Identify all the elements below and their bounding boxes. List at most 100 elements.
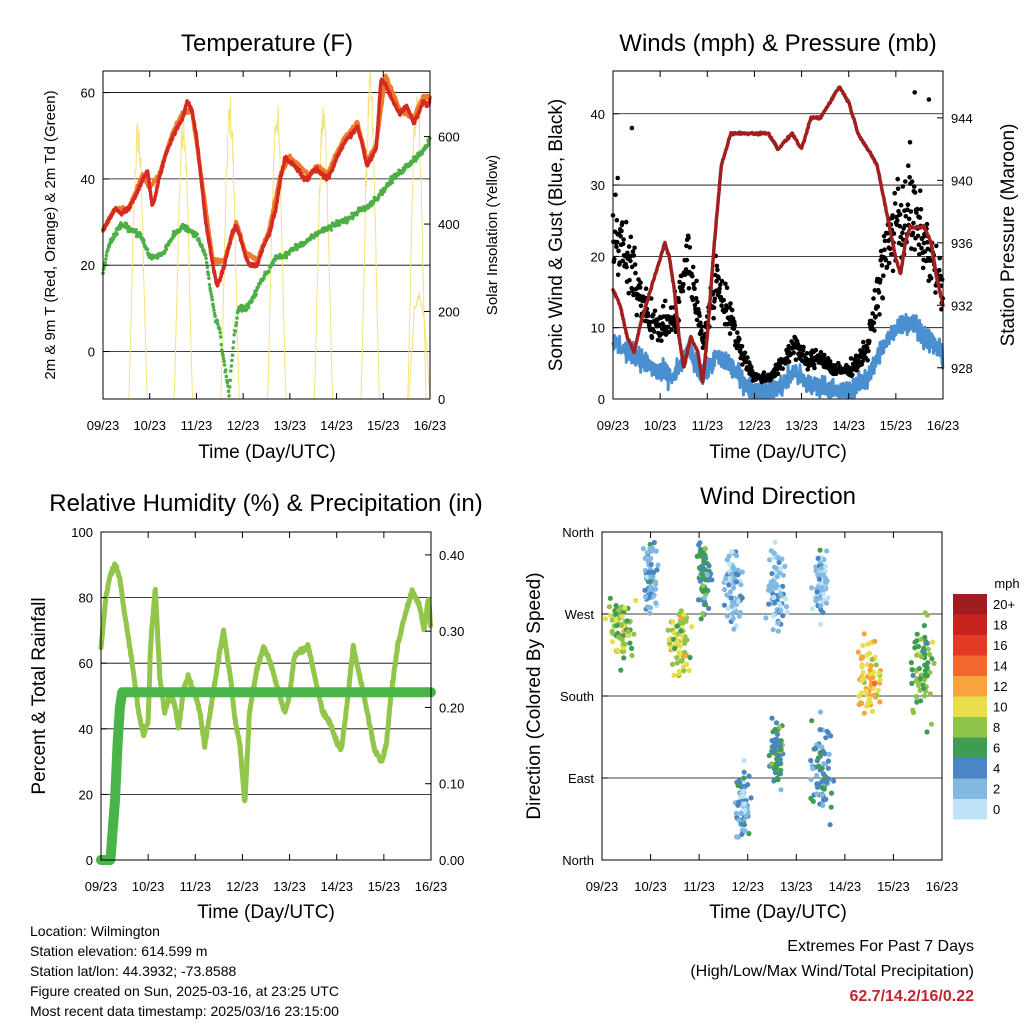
gust-point: [919, 245, 924, 251]
gust-point: [872, 328, 877, 333]
direction-point: [642, 587, 648, 593]
humidity-ytick-label: 40: [79, 722, 93, 737]
direction-point: [631, 631, 637, 637]
gust-point: [887, 246, 893, 252]
direction-point: [621, 655, 627, 661]
temperature-x-ticks: 09/23 10/23 11/23 12/23 13/23 14/23 15/23 16/23: [87, 71, 446, 433]
direction-xtick-label: 16/23: [926, 879, 959, 894]
direction-point: [730, 610, 736, 617]
gust-point: [909, 179, 915, 184]
temperature-xtick-label: 10/23: [133, 418, 166, 433]
dewpoint-point: [208, 286, 212, 291]
gust-point: [897, 223, 903, 229]
direction-point: [774, 756, 780, 762]
direction-point: [870, 685, 876, 692]
direction-point: [778, 566, 784, 572]
gust-point: [900, 184, 906, 189]
direction-point: [645, 558, 652, 564]
wind-ytick-label: 936: [951, 236, 973, 251]
direction-point: [782, 563, 788, 570]
temperature-ylabel-right: Solar Insolation (Yellow): [484, 155, 501, 315]
gust-point: [939, 277, 945, 282]
wind-xtick-label: 15/23: [880, 418, 913, 433]
gust-point: [813, 347, 819, 353]
direction-point: [825, 765, 831, 771]
gust-point: [660, 303, 666, 309]
gust-point: [884, 264, 890, 270]
direction-point: [705, 588, 711, 594]
gust-point: [727, 331, 733, 336]
wind-ytick-label: 30: [591, 178, 605, 193]
direction-point: [921, 623, 928, 629]
gust-point: [694, 317, 700, 323]
direction-point: [740, 788, 746, 794]
gust-point: [918, 207, 924, 212]
wind-ytick-label: 20: [591, 249, 605, 264]
temperature-series: [101, 73, 432, 398]
gust-point: [926, 97, 932, 102]
gust-point: [719, 278, 725, 284]
gust-point: [626, 290, 631, 296]
direction-point: [614, 622, 620, 629]
direction-point: [742, 807, 748, 813]
dewpoint-point: [216, 322, 220, 327]
gust-point: [895, 176, 900, 182]
direction-xtick-label: 11/23: [683, 879, 715, 894]
direction-point: [817, 750, 823, 756]
direction-point: [671, 630, 678, 636]
direction-point: [607, 595, 613, 601]
wind-ytick-label: 0: [598, 392, 605, 407]
dewpoint-point: [164, 247, 169, 251]
direction-point: [824, 548, 830, 554]
gust-point: [694, 278, 699, 284]
gust-point: [739, 344, 745, 349]
gust-point: [938, 273, 943, 279]
gust-point: [905, 202, 911, 207]
gust-point: [711, 315, 716, 321]
gust-point: [811, 362, 817, 367]
gust-point: [780, 366, 785, 371]
gust-point: [626, 244, 632, 249]
dewpoint-point: [234, 321, 239, 325]
wind-ytick-label: 10: [591, 321, 605, 336]
gust-point: [676, 299, 682, 305]
direction-point: [616, 634, 622, 640]
gust-point: [818, 350, 824, 355]
direction-point: [776, 724, 783, 730]
direction-point: [730, 615, 736, 622]
dewpoint-point: [205, 265, 210, 270]
dewpoint-point: [235, 316, 239, 320]
direction-point: [706, 563, 712, 569]
gust-point: [910, 230, 916, 236]
direction-point: [647, 610, 653, 616]
direction-point: [699, 552, 705, 558]
direction-point: [816, 763, 822, 769]
gust-point: [892, 190, 897, 196]
direction-point: [727, 589, 734, 595]
direction-point: [916, 666, 922, 672]
direction-point: [921, 677, 928, 683]
solar-day-curve: [173, 117, 194, 400]
direction-point: [924, 729, 930, 735]
gust-point: [886, 260, 892, 266]
direction-point: [644, 550, 650, 556]
temperature-gridlines: [103, 92, 430, 352]
colorbar-swatch: [953, 696, 987, 717]
dewpoint-point: [232, 333, 236, 337]
colorbar-label: 18: [993, 618, 1007, 633]
direction-point: [653, 548, 659, 554]
humidity-xtick-label: 16/23: [415, 879, 448, 894]
direction-point: [871, 692, 877, 698]
direction-point: [868, 663, 874, 669]
dewpoint-point: [229, 369, 233, 373]
direction-point: [861, 710, 867, 716]
dewpoint-point: [278, 252, 282, 257]
dewpoint-point: [142, 238, 146, 243]
humidity-xlabel: Time (Day/UTC): [197, 902, 335, 923]
direction-point: [777, 591, 784, 597]
direction-point: [909, 667, 915, 673]
gust-point: [745, 355, 750, 360]
direction-point: [828, 790, 835, 796]
extremes-title: Extremes For Past 7 Days: [787, 938, 974, 955]
direction-point: [813, 745, 819, 752]
